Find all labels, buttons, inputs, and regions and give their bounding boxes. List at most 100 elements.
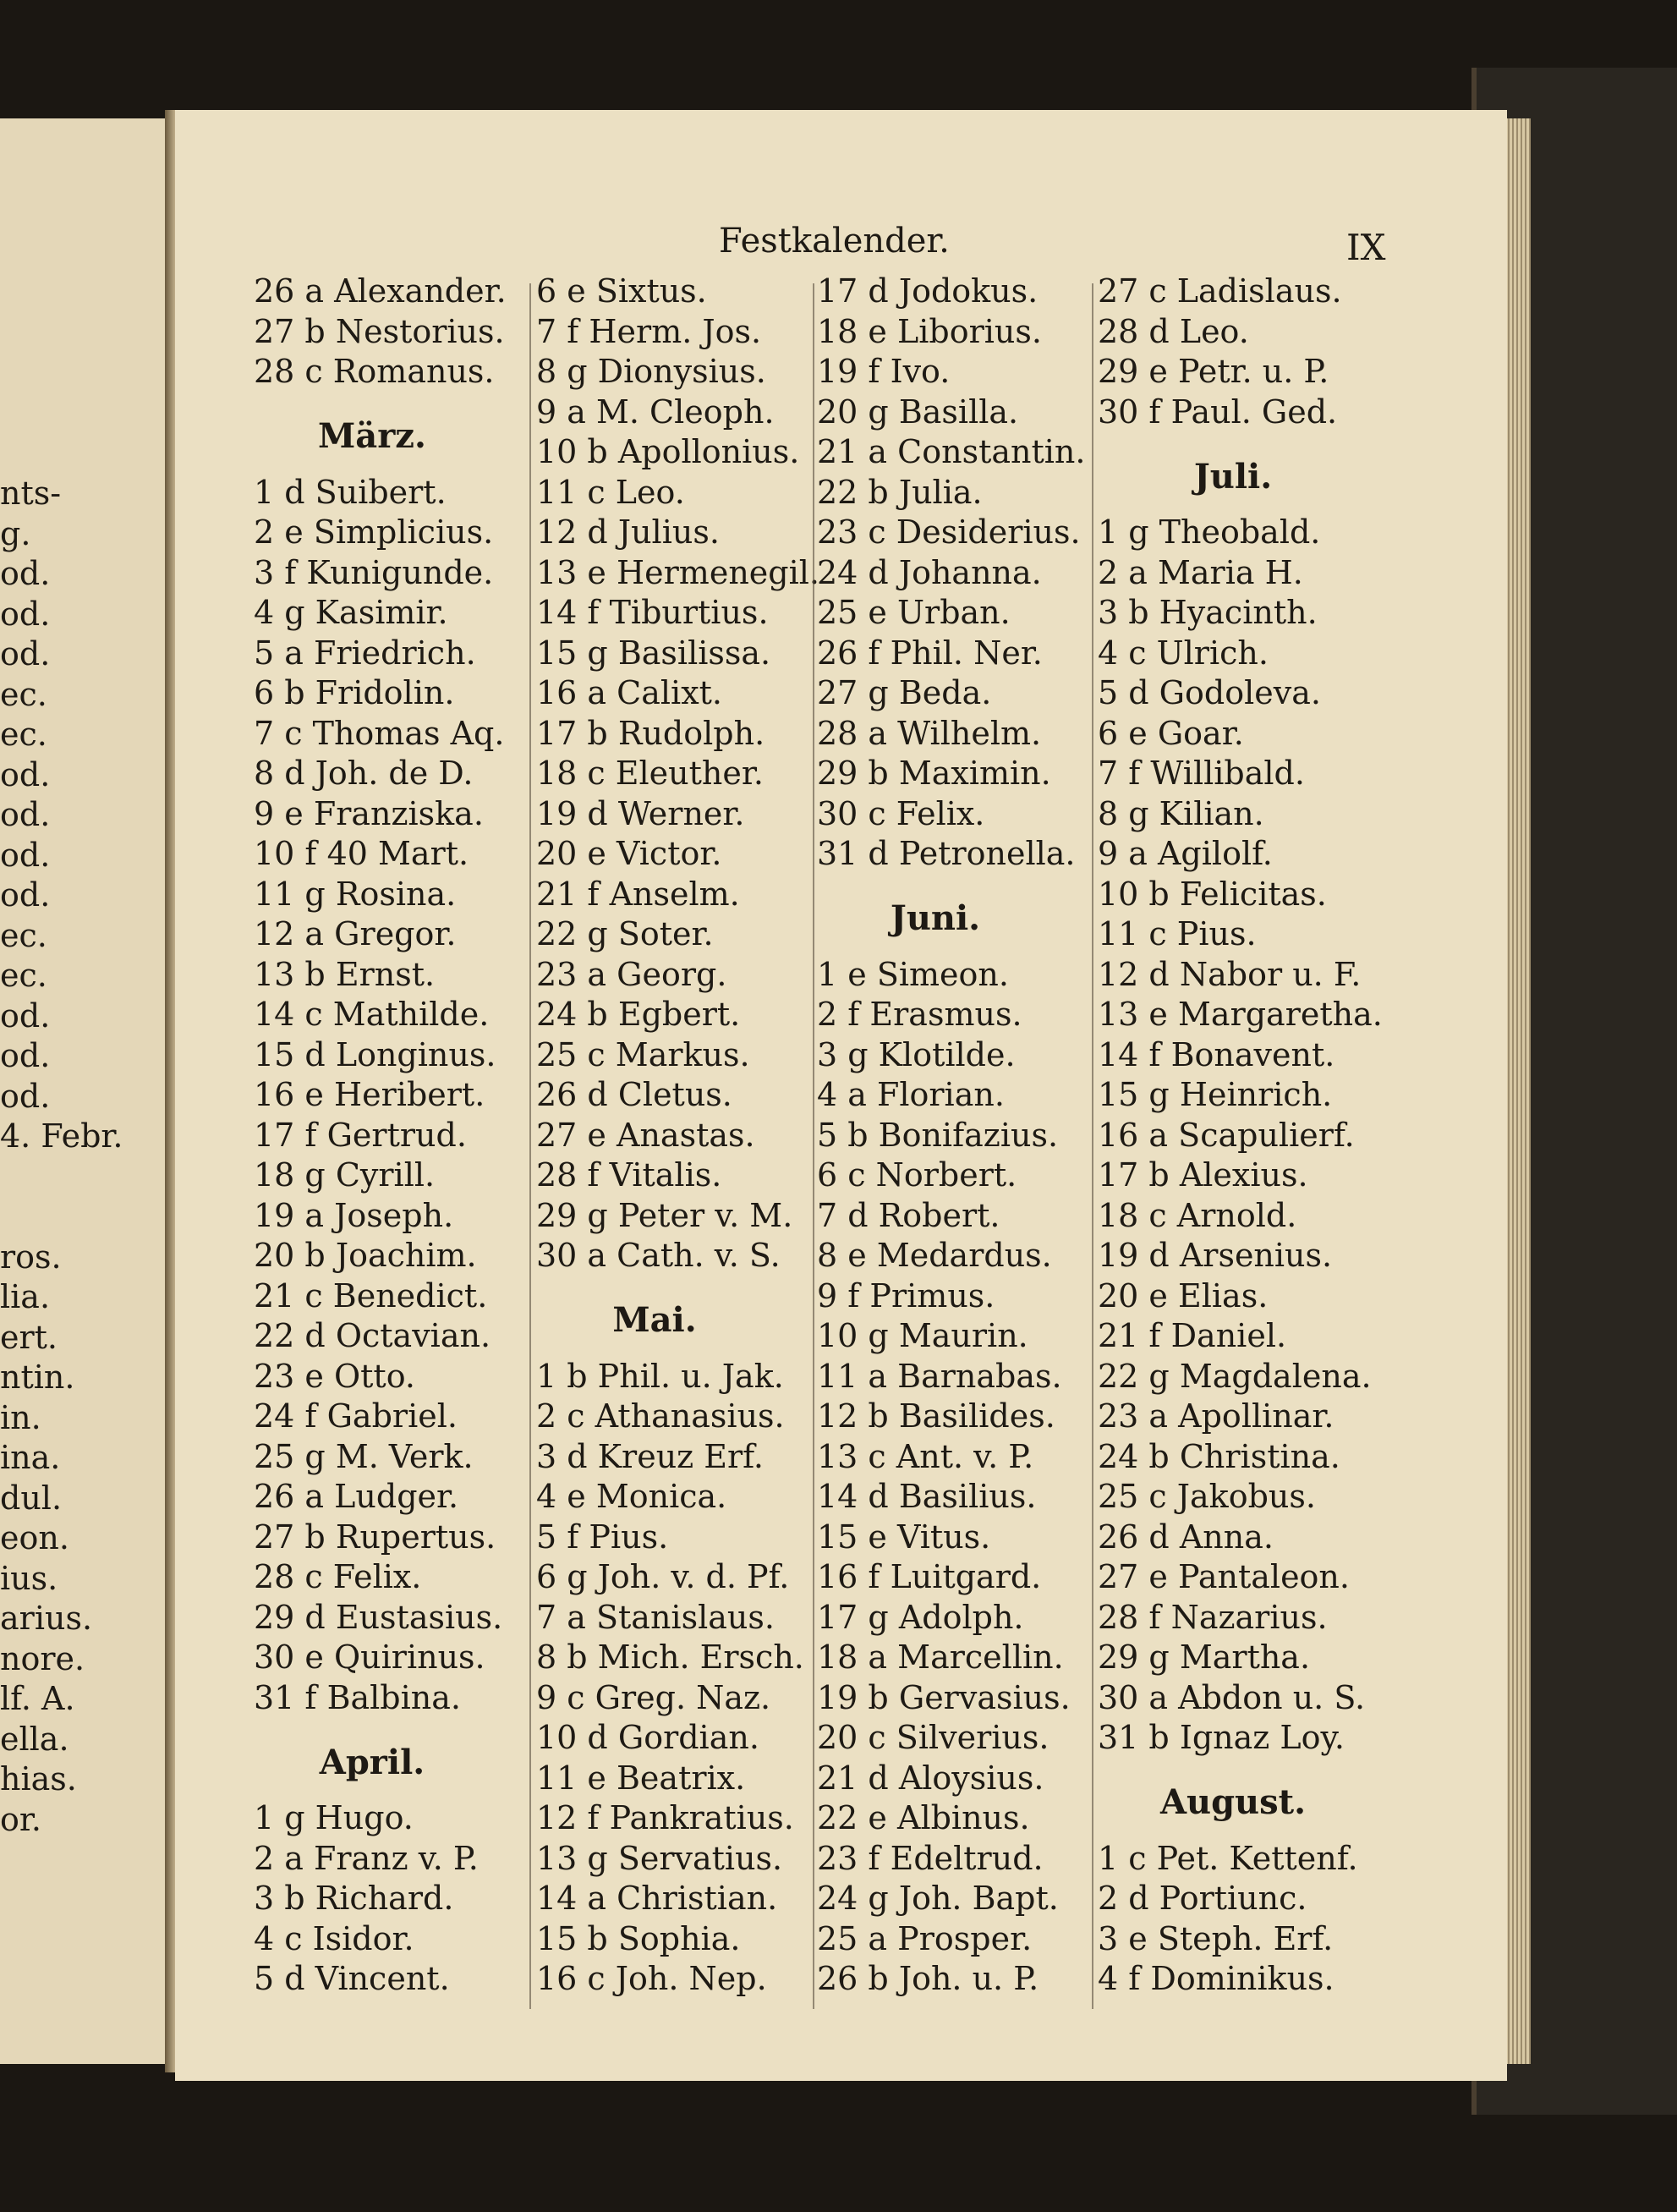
month-heading: August.	[1159, 1782, 1307, 1822]
gutter	[165, 110, 175, 2072]
calendar-entry: 9 a M. Cleoph.	[536, 392, 775, 431]
calendar-entry: 9 a Agilolf.	[1098, 835, 1273, 872]
left-page: nts-g. od. od. od. ec. ec. od. od. od. od. ec. ec. o…	[0, 118, 165, 2064]
calendar-entry: 10 b Apollonius.	[536, 433, 800, 470]
calendar-entry: 10 f 40 Mart.	[254, 835, 469, 872]
left-page-fragment: arius.	[0, 1600, 93, 1637]
calendar-entry: 5 b Bonifazius.	[817, 1116, 1059, 1154]
calendar-entry: 3 f Kunigunde.	[254, 553, 494, 591]
calendar-entry: 29 d Eustasius.	[254, 1598, 503, 1636]
calendar-entry: 31 b Ignaz Loy.	[1098, 1719, 1345, 1756]
left-page-fragment: 4. Febr.	[0, 1117, 123, 1155]
calendar-entry: 16 c Joh. Nep.	[536, 1960, 767, 1997]
left-page-fragment: od.	[0, 1077, 51, 1115]
left-page-fragment: dul.	[0, 1479, 63, 1517]
calendar-entry: 7 d Robert.	[817, 1196, 1000, 1234]
calendar-entry: 19 d Werner.	[536, 794, 745, 832]
calendar-entry: 20 c Silverius.	[817, 1719, 1049, 1756]
calendar-entry: 22 g Magdalena.	[1098, 1357, 1372, 1395]
left-page-fragment: od.	[0, 755, 51, 793]
calendar-entry: 7 c Thomas Aq.	[254, 714, 505, 752]
calendar-entry: 23 e Otto.	[254, 1357, 415, 1395]
calendar-entry: 27 c Ladislaus.	[1098, 272, 1342, 310]
calendar-entry: 14 a Christian.	[536, 1880, 778, 1917]
calendar-entry: 27 b Nestorius.	[254, 312, 505, 350]
calendar-entry: 13 e Margaretha.	[1098, 996, 1383, 1033]
left-page-fragment: od.	[0, 555, 51, 592]
calendar-entry: 3 b Hyacinth.	[1098, 594, 1318, 631]
calendar-entry: 4 g Kasimir.	[254, 594, 448, 631]
calendar-entry: 13 b Ernst.	[254, 955, 436, 993]
column-rule	[529, 283, 531, 2009]
calendar-entry: 16 a Scapulierf.	[1098, 1116, 1355, 1154]
calendar-entry: 22 b Julia.	[817, 473, 983, 511]
calendar-entry: 17 b Rudolph.	[536, 714, 765, 752]
calendar-entry: 19 a Joseph.	[254, 1196, 454, 1234]
calendar-entry: 23 f Edeltrud.	[817, 1839, 1044, 1877]
calendar-entry: 1 e Simeon.	[817, 955, 1009, 993]
calendar-entry: 30 c Felix.	[817, 794, 985, 832]
calendar-entry: 8 g Dionysius.	[536, 353, 766, 390]
calendar-entry: 2 f Erasmus.	[817, 996, 1022, 1033]
calendar-entry: 10 g Maurin.	[817, 1317, 1028, 1354]
calendar-entry: 1 d Suibert.	[254, 473, 447, 511]
calendar-entry: 3 g Klotilde.	[817, 1035, 1016, 1073]
calendar-entry: 27 b Rupertus.	[254, 1518, 496, 1556]
calendar-entry: 29 g Peter v. M.	[536, 1196, 793, 1234]
calendar-entry: 24 b Christina.	[1098, 1437, 1340, 1475]
calendar-entry: 7 f Herm. Jos.	[536, 312, 762, 350]
calendar-entry: 19 f Ivo.	[817, 353, 951, 390]
calendar-entry: 30 f Paul. Ged.	[1098, 392, 1338, 431]
calendar-entry: 1 g Hugo.	[254, 1799, 414, 1836]
calendar-entry: 24 f Gabriel.	[254, 1397, 458, 1435]
calendar-entry: 24 g Joh. Bapt.	[817, 1880, 1059, 1917]
calendar-entry: 2 c Athanasius.	[536, 1397, 785, 1435]
calendar-entry: 2 a Franz v. P.	[254, 1839, 479, 1877]
calendar-entry: 20 b Joachim.	[254, 1237, 477, 1274]
left-page-fragment: ec.	[0, 675, 47, 713]
calendar-entry: 5 d Vincent.	[254, 1960, 450, 1997]
calendar-entry: 20 e Victor.	[536, 835, 722, 872]
left-page-fragment: ntin.	[0, 1358, 75, 1396]
calendar-entry: 10 b Felicitas.	[1098, 875, 1327, 913]
running-title: Festkalender.	[719, 222, 950, 261]
calendar-entry: 16 f Luitgard.	[817, 1558, 1042, 1595]
calendar-entry: 1 g Theobald.	[1098, 513, 1321, 551]
right-page	[175, 110, 1507, 2081]
calendar-entry: 14 f Bonavent.	[1098, 1035, 1335, 1073]
calendar-entry: 14 d Basilius.	[817, 1478, 1037, 1515]
calendar-entry: 13 g Servatius.	[536, 1839, 783, 1877]
calendar-entry: 28 c Romanus.	[254, 353, 495, 390]
calendar-entry: 23 a Georg.	[536, 955, 727, 993]
calendar-entry: 26 b Joh. u. P.	[817, 1960, 1039, 1997]
calendar-entry: 30 a Abdon u. S.	[1098, 1678, 1366, 1716]
calendar-entry: 18 c Eleuther.	[536, 755, 764, 792]
calendar-entry: 2 a Maria H.	[1098, 553, 1303, 591]
left-page-fragment: od.	[0, 796, 51, 833]
calendar-entry: 28 c Felix.	[254, 1558, 422, 1595]
calendar-entry: 15 g Basilissa.	[536, 634, 771, 672]
left-page-fragment: ius.	[0, 1559, 58, 1597]
calendar-entry: 6 b Fridolin.	[254, 674, 455, 711]
calendar-entry: 15 g Heinrich.	[1098, 1076, 1333, 1113]
column-rule	[1092, 283, 1093, 2009]
calendar-entry: 5 d Godoleva.	[1098, 674, 1321, 711]
calendar-entry: 24 b Egbert.	[536, 996, 741, 1033]
calendar-entry: 25 a Prosper.	[817, 1919, 1033, 1957]
calendar-entry: 26 f Phil. Ner.	[817, 634, 1043, 672]
left-page-fragment: od.	[0, 595, 51, 633]
calendar-entry: 11 c Leo.	[536, 473, 685, 511]
calendar-entry: 6 e Goar.	[1098, 714, 1244, 752]
column-rule	[813, 283, 814, 2009]
calendar-entry: 25 e Urban.	[817, 594, 1011, 631]
calendar-entry: 26 d Anna.	[1098, 1518, 1274, 1556]
calendar-entry: 9 e Franziska.	[254, 794, 484, 832]
calendar-entry: 27 e Pantaleon.	[1098, 1558, 1350, 1595]
left-page-fragment: ella.	[0, 1720, 69, 1758]
calendar-entry: 21 f Daniel.	[1098, 1317, 1287, 1354]
left-page-fragment: g.	[0, 514, 31, 552]
calendar-entry: 8 g Kilian.	[1098, 794, 1264, 832]
calendar-entry: 8 b Mich. Ersch.	[536, 1638, 804, 1676]
calendar-entry: 6 g Joh. v. d. Pf.	[536, 1558, 790, 1595]
calendar-entry: 1 c Pet. Kettenf.	[1098, 1839, 1358, 1877]
